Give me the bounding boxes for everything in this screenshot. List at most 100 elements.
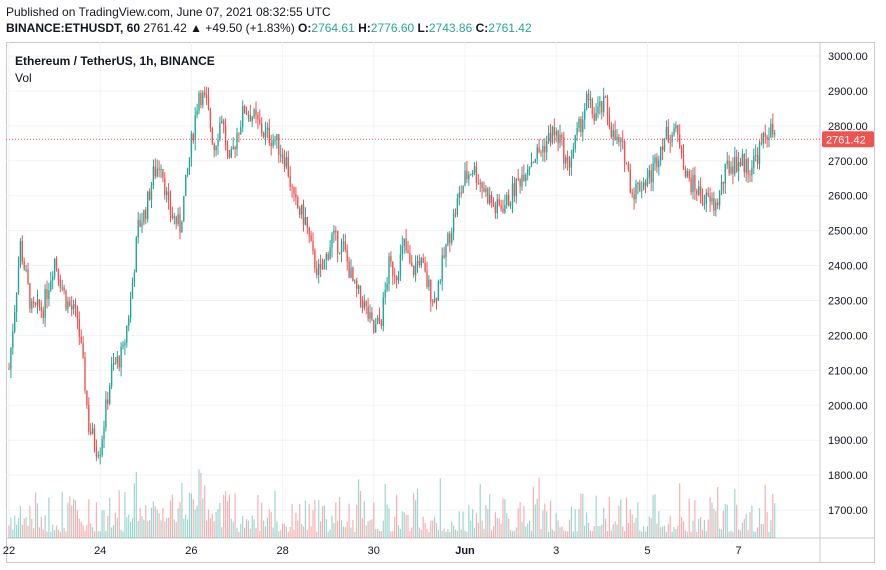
candle-body bbox=[650, 170, 652, 183]
candle-body bbox=[722, 181, 725, 184]
y-tick-label: 2100.00 bbox=[828, 365, 868, 377]
candle-body bbox=[365, 301, 367, 307]
chart-frame[interactable] bbox=[6, 42, 875, 563]
volume-bar bbox=[287, 531, 289, 538]
volume-bar bbox=[473, 528, 476, 538]
candle-body bbox=[50, 280, 52, 291]
candle-body bbox=[158, 168, 160, 171]
volume-bar bbox=[743, 519, 745, 538]
candle-body bbox=[471, 172, 474, 175]
candle-body bbox=[107, 399, 109, 404]
candle-body bbox=[477, 182, 479, 184]
candle-body bbox=[407, 250, 409, 253]
candle-body bbox=[198, 93, 200, 111]
candle-body bbox=[447, 233, 449, 245]
volume-bar bbox=[593, 526, 595, 538]
candle-body bbox=[259, 119, 261, 124]
candle-body bbox=[297, 197, 299, 209]
volume-bar bbox=[384, 483, 386, 538]
candle-body bbox=[53, 258, 56, 277]
candle-body bbox=[745, 159, 747, 173]
candle-body bbox=[715, 202, 717, 211]
candle-body bbox=[333, 230, 335, 235]
candle-body bbox=[701, 196, 704, 205]
volume-bar bbox=[359, 490, 362, 538]
volume-bar bbox=[732, 531, 734, 538]
volume-bar bbox=[701, 529, 704, 538]
volume-bar bbox=[420, 529, 422, 538]
volume-bar bbox=[686, 531, 688, 538]
volume-bar bbox=[118, 490, 120, 538]
volume-bar bbox=[449, 531, 451, 538]
candle-body bbox=[456, 198, 459, 215]
candle-body bbox=[536, 147, 538, 160]
volume-bar bbox=[730, 530, 732, 538]
volume-bar bbox=[703, 519, 705, 538]
candle-body bbox=[188, 157, 191, 169]
candle-body bbox=[603, 96, 605, 113]
y-tick-label: 1700.00 bbox=[828, 505, 868, 517]
volume-bar bbox=[679, 483, 681, 538]
volume-bar bbox=[435, 522, 438, 538]
volume-bar bbox=[711, 502, 713, 538]
candle-body bbox=[169, 199, 172, 215]
candle-body bbox=[498, 199, 500, 206]
candle-body bbox=[494, 205, 497, 213]
volume-bar bbox=[240, 523, 242, 538]
y-tick-label: 1800.00 bbox=[828, 470, 868, 482]
candle-body bbox=[578, 118, 580, 128]
candle-body bbox=[582, 119, 584, 133]
candle-body bbox=[67, 301, 69, 310]
candle-body bbox=[770, 123, 772, 138]
candle-body bbox=[223, 120, 225, 126]
candle-body bbox=[209, 109, 212, 129]
volume-bar bbox=[407, 514, 409, 538]
candle-body bbox=[489, 194, 491, 204]
volume-bar bbox=[316, 531, 318, 538]
candle-body bbox=[764, 132, 766, 137]
candle-body bbox=[534, 159, 536, 163]
volume-bar bbox=[306, 529, 308, 538]
candle-body bbox=[133, 272, 136, 283]
volume-bar bbox=[244, 527, 246, 538]
volume-bar bbox=[23, 518, 25, 538]
candle-body bbox=[576, 127, 578, 136]
volume-bar bbox=[71, 505, 73, 538]
volume-bar bbox=[548, 531, 550, 538]
volume-bar bbox=[399, 529, 401, 538]
volume-bar bbox=[276, 521, 278, 538]
candle-body bbox=[251, 117, 253, 122]
candle-body bbox=[620, 140, 622, 142]
volume-bar bbox=[576, 531, 578, 538]
candle-body bbox=[242, 106, 244, 127]
candle-body bbox=[616, 136, 618, 141]
candle-body bbox=[196, 110, 198, 116]
volume-bar bbox=[527, 523, 529, 538]
volume-bar bbox=[639, 530, 641, 538]
volume-bar bbox=[774, 503, 776, 538]
high-label: H: bbox=[358, 21, 371, 35]
candle-body bbox=[346, 249, 348, 262]
volume-bar bbox=[749, 512, 751, 538]
volume-bar bbox=[510, 530, 512, 538]
candle-body bbox=[658, 160, 660, 168]
volume-bar bbox=[511, 531, 514, 538]
candle-body bbox=[414, 263, 417, 275]
candle-body bbox=[329, 247, 331, 260]
volume-bar bbox=[331, 516, 333, 538]
volume-bar bbox=[738, 529, 740, 538]
volume-bar bbox=[415, 500, 417, 538]
candle-body bbox=[513, 183, 516, 197]
candle-body bbox=[325, 253, 327, 260]
volume-bar bbox=[67, 502, 69, 538]
candle-body bbox=[409, 252, 411, 263]
candle-body bbox=[622, 140, 624, 143]
volume-bar bbox=[424, 523, 426, 538]
candle-body bbox=[101, 439, 103, 455]
candle-body bbox=[699, 186, 702, 197]
candle-body bbox=[464, 170, 466, 186]
volume-bar bbox=[299, 504, 301, 538]
volume-bar bbox=[57, 529, 59, 538]
volume-bar bbox=[295, 512, 297, 538]
